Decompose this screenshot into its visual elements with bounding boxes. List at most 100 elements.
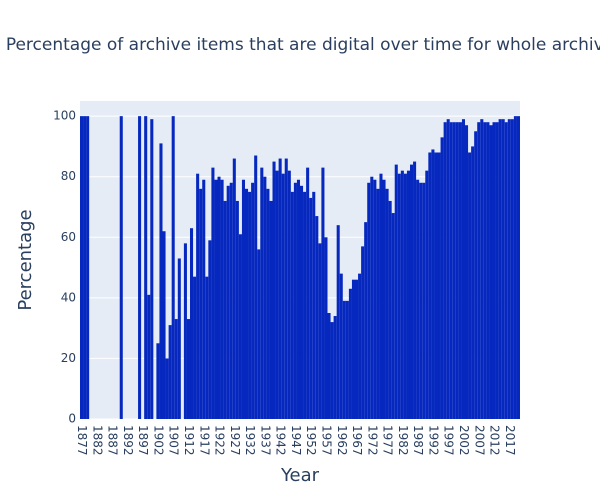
bar [504,122,508,419]
bar [156,343,160,419]
x-tick-label: 1892 [121,425,135,456]
x-tick-label: 1907 [167,425,181,456]
bar [272,161,276,420]
bar [342,300,346,419]
bar [248,191,252,419]
y-axis-title: Percentage [15,209,36,310]
x-tick-label: 1982 [396,425,410,456]
bar [177,258,181,419]
bar [434,152,438,419]
bar [425,170,429,419]
x-tick-label: 1882 [90,425,104,456]
x-tick-label: 1942 [274,425,288,456]
bar [373,179,377,419]
x-tick-label: 1897 [136,425,150,456]
bar [370,176,374,419]
x-tick-label: 2007 [472,425,486,456]
bar [422,182,426,419]
x-tick-label: 1887 [106,425,120,456]
bar [80,116,84,420]
bar [455,122,459,419]
bar [306,167,310,419]
bar [318,243,322,419]
bar [171,116,175,420]
bar [486,122,490,419]
bar [217,176,221,419]
bar [410,164,414,419]
bar [196,173,200,419]
bar [211,167,215,419]
bar [364,222,368,419]
bar [336,225,340,419]
bar [516,116,520,420]
x-tick-label: 1967 [350,425,364,456]
bar [138,116,142,420]
x-tick-label: 1957 [319,425,333,456]
bar [263,176,267,419]
x-tick-label: 1987 [411,425,425,456]
x-tick-label: 1912 [182,425,196,456]
bar [321,167,325,419]
bar [403,173,407,419]
bar [214,179,218,419]
bar [406,170,410,419]
bar [446,119,450,420]
bar [269,200,273,419]
bar [293,182,297,419]
bar [232,158,236,420]
bar [333,316,337,419]
bar [309,197,313,419]
bar [235,200,239,419]
bar [202,179,206,419]
bar [400,170,404,419]
x-tick-label: 1922 [213,425,227,456]
bar [428,152,432,419]
bar [468,152,472,419]
bar [498,119,502,420]
bar [492,122,496,419]
bar [345,300,349,419]
bar [388,200,392,419]
bar [168,325,172,419]
bar [379,173,383,419]
bar [257,249,261,419]
y-tick-label: 60 [61,230,76,244]
bar [245,188,249,419]
bar [119,116,123,420]
bar [440,137,444,420]
bar [144,116,148,420]
x-tick-label: 1947 [289,425,303,456]
bar [275,170,279,419]
bar [303,191,307,419]
bar [190,228,194,419]
bar [162,231,166,419]
x-tick-label: 1997 [442,425,456,456]
bar [465,125,469,419]
bar [461,119,465,420]
bar [376,188,380,419]
bar [513,116,517,420]
bar [397,173,401,419]
bar [330,322,334,419]
bar [449,122,453,419]
bar [327,313,331,419]
y-tick-label: 100 [53,109,76,123]
bar [367,182,371,419]
bar [391,213,395,419]
bar [339,273,343,419]
bar [431,149,435,419]
bar [86,116,90,420]
bar [159,143,163,419]
x-tick-label: 2017 [503,425,517,456]
bar [324,237,328,419]
chart-title: Percentage of archive items that are dig… [6,35,600,55]
bar [419,182,423,419]
bar [183,243,187,419]
bar [254,155,258,419]
bar [355,279,359,419]
bar [251,182,255,419]
x-tick-label: 1952 [304,425,318,456]
bar [413,161,417,420]
bar [501,119,505,420]
